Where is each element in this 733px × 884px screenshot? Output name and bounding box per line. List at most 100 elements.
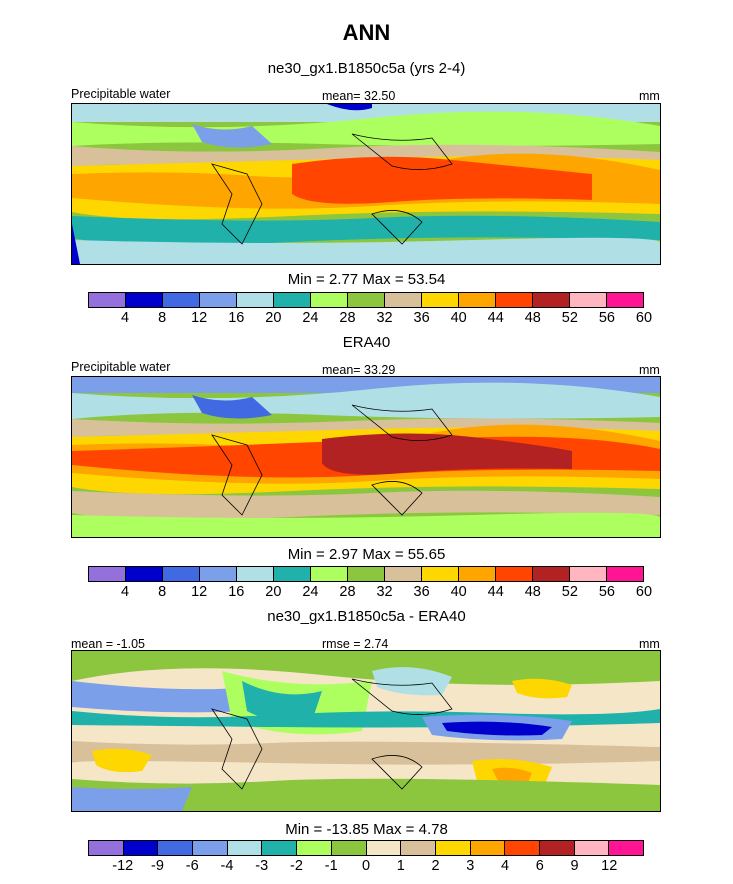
colorbar-swatch — [539, 841, 575, 855]
colorbar-swatch — [574, 841, 610, 855]
panel-1-title: ne30_gx1.B1850c5a (yrs 2-4) — [267, 60, 466, 77]
colorbar-label: 12 — [191, 584, 208, 600]
colorbar-label: 52 — [561, 584, 578, 600]
colorbar-label: 56 — [598, 310, 615, 326]
colorbar-label: -6 — [185, 858, 199, 874]
panel-3-map — [71, 650, 661, 812]
colorbar-swatch — [570, 567, 607, 581]
colorbar-label: 16 — [228, 584, 245, 600]
panel-2-colorbar-labels: 4 8 12 16 20 24 28 32 36 40 44 48 52 56 60 — [88, 584, 652, 602]
colorbar-label: 36 — [413, 584, 430, 600]
colorbar-label: 2 — [431, 858, 440, 874]
panel-1-colorbar-labels: 4 8 12 16 20 24 28 32 36 40 44 48 52 56 60 — [88, 310, 652, 328]
colorbar-swatch — [126, 293, 163, 307]
colorbar-label: -9 — [151, 858, 164, 874]
colorbar-swatch — [237, 293, 274, 307]
colorbar-swatch — [331, 841, 367, 855]
colorbar-swatch — [459, 293, 496, 307]
colorbar-label: 1 — [396, 858, 405, 874]
colorbar-swatch — [533, 567, 570, 581]
colorbar-swatch — [163, 567, 200, 581]
colorbar-swatch — [237, 567, 274, 581]
panel-1-map-field — [72, 104, 660, 264]
colorbar-swatch — [89, 567, 126, 581]
colorbar-swatch — [496, 567, 533, 581]
colorbar-label: 0 — [361, 858, 371, 874]
colorbar-swatch — [348, 293, 385, 307]
panel-1-map — [71, 103, 661, 265]
colorbar-label: 28 — [339, 310, 356, 326]
colorbar-label: 8 — [158, 584, 167, 600]
colorbar-swatch — [274, 567, 311, 581]
colorbar-label: -1 — [324, 858, 338, 874]
colorbar-label: -2 — [290, 858, 303, 874]
colorbar-label: 24 — [302, 310, 319, 326]
colorbar-swatch — [311, 293, 348, 307]
colorbar-swatch — [607, 293, 643, 307]
colorbar-label: 56 — [598, 584, 615, 600]
colorbar-swatch — [123, 841, 159, 855]
panel-3-stats: Min = -13.85 Max = 4.78 — [285, 821, 448, 838]
panel-2-colorbar — [88, 566, 644, 582]
colorbar-swatch — [200, 293, 237, 307]
panel-1-stats: Min = 2.77 Max = 53.54 — [287, 271, 446, 288]
colorbar-swatch — [89, 293, 126, 307]
panel-3-title: ne30_gx1.B1850c5a - ERA40 — [267, 608, 466, 625]
colorbar-swatch — [274, 293, 311, 307]
colorbar-label: 24 — [302, 584, 319, 600]
colorbar-swatch — [607, 567, 643, 581]
colorbar-swatch — [459, 567, 496, 581]
panel-3-left-label: mean = -1.05 — [71, 637, 146, 651]
panel-3-map-field — [72, 651, 660, 811]
colorbar-swatch — [385, 567, 422, 581]
colorbar-label: 44 — [487, 310, 504, 326]
panel-1-left-label: Precipitable water — [71, 87, 171, 101]
panel-3-units: mm — [639, 637, 660, 651]
panel-1-colorbar — [88, 292, 644, 308]
colorbar-label: 12 — [191, 310, 208, 326]
colorbar-label: 9 — [570, 858, 579, 874]
panel-2-center-label: mean= 33.29 — [322, 363, 396, 377]
colorbar-label: 16 — [228, 310, 245, 326]
colorbar-label: 4 — [121, 310, 130, 326]
panel-3-colorbar-labels: -12 -9 -6 -4 -3 -2 -1 0 1 2 3 4 6 9 12 — [88, 858, 644, 876]
colorbar-swatch — [311, 567, 348, 581]
colorbar-swatch — [385, 293, 422, 307]
colorbar-label: 48 — [524, 584, 541, 600]
colorbar-label: 8 — [158, 310, 167, 326]
colorbar-label: 60 — [635, 310, 653, 326]
colorbar-label: 4 — [121, 584, 130, 600]
colorbar-swatch — [126, 567, 163, 581]
colorbar-label: 28 — [339, 584, 356, 600]
panel-2-units: mm — [639, 363, 660, 377]
colorbar-swatch — [193, 841, 228, 855]
colorbar-swatch — [422, 567, 459, 581]
panel-2-title: ERA40 — [342, 334, 391, 351]
colorbar-swatch — [533, 293, 570, 307]
colorbar-label: 36 — [413, 310, 430, 326]
colorbar-swatch — [348, 567, 385, 581]
colorbar-label: 3 — [466, 858, 475, 874]
colorbar-label: 40 — [450, 310, 467, 326]
colorbar-swatch — [496, 293, 533, 307]
colorbar-label: 60 — [635, 584, 653, 600]
colorbar-swatch — [422, 293, 459, 307]
colorbar-label: 20 — [265, 584, 282, 600]
colorbar-swatch — [262, 841, 298, 855]
colorbar-swatch — [401, 841, 436, 855]
colorbar-swatch — [609, 841, 643, 855]
colorbar-label: -3 — [255, 858, 269, 874]
colorbar-label: 32 — [376, 584, 393, 600]
colorbar-swatch — [89, 841, 124, 855]
panel-2-left-label: Precipitable water — [71, 360, 171, 374]
colorbar-label: 40 — [450, 584, 467, 600]
colorbar-label: 32 — [376, 310, 393, 326]
colorbar-swatch — [227, 841, 263, 855]
figure-title: ANN — [342, 20, 391, 45]
colorbar-label: 52 — [561, 310, 578, 326]
panel-2-map-field — [72, 377, 660, 537]
colorbar-label: 12 — [601, 858, 618, 874]
colorbar-swatch — [435, 841, 471, 855]
colorbar-swatch — [158, 841, 194, 855]
panel-3-center-label: rmse = 2.74 — [322, 637, 389, 651]
